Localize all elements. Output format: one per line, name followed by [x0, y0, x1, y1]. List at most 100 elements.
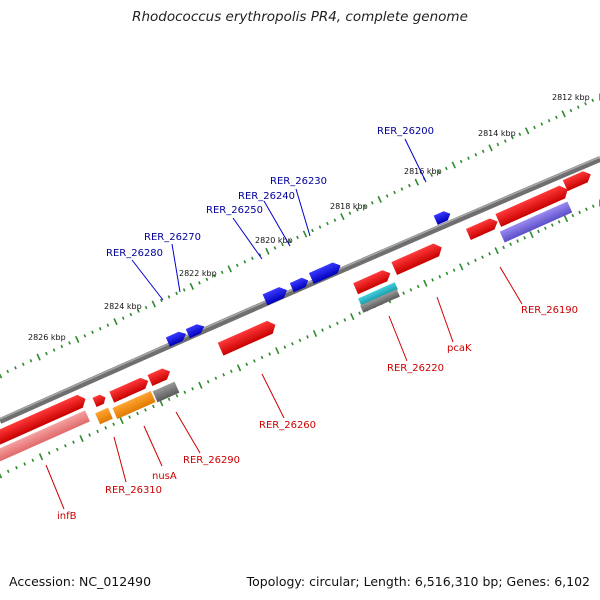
- label-rer26240[interactable]: RER_26240: [238, 191, 295, 202]
- scale-tick: [400, 187, 404, 191]
- scale-tick: [518, 132, 522, 136]
- gene-arrow-rer26280[interactable]: [165, 329, 188, 347]
- scale-tick: [312, 329, 318, 338]
- scale-tick: [288, 239, 292, 243]
- scale-tick: [31, 458, 35, 463]
- scale-tick: [275, 347, 280, 355]
- label-rer26310[interactable]: RER_26310: [105, 485, 162, 496]
- scale-tick: [268, 352, 272, 356]
- label-nusa[interactable]: nusA: [152, 471, 177, 482]
- gene-arrow-red-mid[interactable]: [465, 216, 500, 240]
- gene-bar-rer26310[interactable]: [95, 407, 113, 425]
- scale-tick: [0, 373, 3, 379]
- scale-tick: [167, 397, 171, 402]
- scale-tick: [340, 213, 345, 221]
- scale-tick: [408, 183, 411, 188]
- scale-tick: [451, 161, 456, 169]
- scale-tick: [98, 327, 102, 331]
- scale-tick: [502, 245, 506, 250]
- scale-tick: [561, 110, 566, 118]
- label-rer26250[interactable]: RER_26250: [206, 205, 263, 216]
- accession-label: Accession: NC_012490: [9, 574, 152, 589]
- scale-tick: [416, 284, 420, 289]
- gene-bar-nusa[interactable]: [112, 390, 156, 420]
- scale-tick: [306, 335, 309, 339]
- scale-tick: [243, 260, 247, 264]
- gene-arrow-rer26200[interactable]: [433, 209, 453, 225]
- gene-arrow-rer26250[interactable]: [262, 285, 290, 306]
- gene-arrow-red-small-b[interactable]: [109, 375, 150, 403]
- label-rer26220[interactable]: RER_26220: [387, 363, 444, 374]
- scale-tick: [265, 247, 270, 255]
- scale-tick: [151, 300, 156, 308]
- scale-tick: [503, 139, 507, 143]
- genome-backbone: [0, 156, 600, 424]
- scale-tick: [144, 305, 148, 310]
- gene-bar-rer26220-teal[interactable]: [358, 282, 398, 306]
- scale-tick: [229, 369, 233, 374]
- label-pcak[interactable]: pcaK: [447, 343, 472, 354]
- scale-tick: [409, 288, 413, 292]
- scale-tick: [253, 359, 256, 363]
- scale-tick: [206, 380, 210, 384]
- scale-tick: [91, 330, 94, 334]
- scale-tick: [311, 228, 314, 233]
- scale-tick: [227, 265, 232, 273]
- gene-bar-rer26220-gray[interactable]: [360, 289, 400, 313]
- gene-arrow-infb[interactable]: [0, 392, 88, 448]
- label-rer26230[interactable]: RER_26230: [270, 176, 327, 187]
- gene-bar-infb-pink[interactable]: [0, 410, 90, 464]
- label-infb[interactable]: infB: [57, 511, 77, 522]
- topology-label: Topology: circular; Length: 6,516,310 bp…: [246, 574, 590, 589]
- scale-tick: [529, 231, 534, 239]
- scale-tick: [83, 334, 87, 338]
- scale-tick: [333, 218, 337, 222]
- gene-arrow-rer26190[interactable]: [495, 183, 570, 227]
- scale-tick: [144, 408, 147, 412]
- gene-arrow-upper-right-1[interactable]: [562, 169, 593, 192]
- label-rer26190[interactable]: RER_26190: [521, 305, 578, 316]
- scale-tick: [444, 166, 448, 171]
- gene-arrow-rer26270[interactable]: [185, 322, 207, 339]
- scale-tick: [183, 390, 187, 395]
- label-rer26270[interactable]: RER_26270: [144, 232, 201, 243]
- gene-bar-rer26190-rna[interactable]: [499, 201, 573, 243]
- scale-tick: [474, 258, 477, 263]
- scale-tick: [466, 261, 470, 266]
- label-rer26280[interactable]: RER_26280: [106, 248, 163, 259]
- scale-tick: [64, 444, 67, 448]
- genome-backbone-highlight: [0, 156, 600, 420]
- scale-tick: [569, 108, 573, 113]
- gene-arrow-pcak[interactable]: [391, 241, 444, 275]
- scale-tick: [576, 105, 580, 109]
- label-rer26260[interactable]: RER_26260: [259, 420, 316, 431]
- label-rer26200[interactable]: RER_26200: [377, 126, 434, 137]
- scale-tick: [136, 411, 139, 416]
- gene-arrow-red-tiny[interactable]: [92, 393, 107, 408]
- scale-tick: [214, 376, 218, 380]
- gene-arrow-rer26240[interactable]: [289, 276, 311, 293]
- scale-tick: [129, 312, 133, 317]
- gene-arrow-rer26230[interactable]: [308, 260, 343, 284]
- scale-tick: [343, 318, 347, 322]
- scale-tick: [222, 373, 226, 377]
- gene-bar-rer26290[interactable]: [152, 381, 180, 403]
- scale-tick: [547, 118, 551, 123]
- gene-arrow-rer26220[interactable]: [353, 268, 393, 295]
- scale-tick: [0, 473, 3, 479]
- scale-tick: [481, 149, 485, 154]
- scale-label-2816: 2816 kbp: [404, 167, 442, 176]
- scale-tick: [523, 236, 526, 240]
- scale-tick: [220, 270, 224, 275]
- label-rer26290[interactable]: RER_26290: [183, 455, 240, 466]
- scale-tick: [6, 369, 10, 374]
- gene-arrow-red-small-a[interactable]: [147, 366, 173, 386]
- scale-tick: [377, 195, 382, 203]
- scale-ticks-upper: [0, 93, 600, 379]
- scale-tick: [88, 433, 91, 437]
- gene-arrow-rer26260[interactable]: [217, 318, 279, 356]
- scale-tick: [336, 321, 339, 326]
- map-title: Rhodococcus erythropolis PR4, complete g…: [132, 9, 468, 25]
- scale-tick: [385, 194, 389, 198]
- scale-tick: [281, 242, 284, 247]
